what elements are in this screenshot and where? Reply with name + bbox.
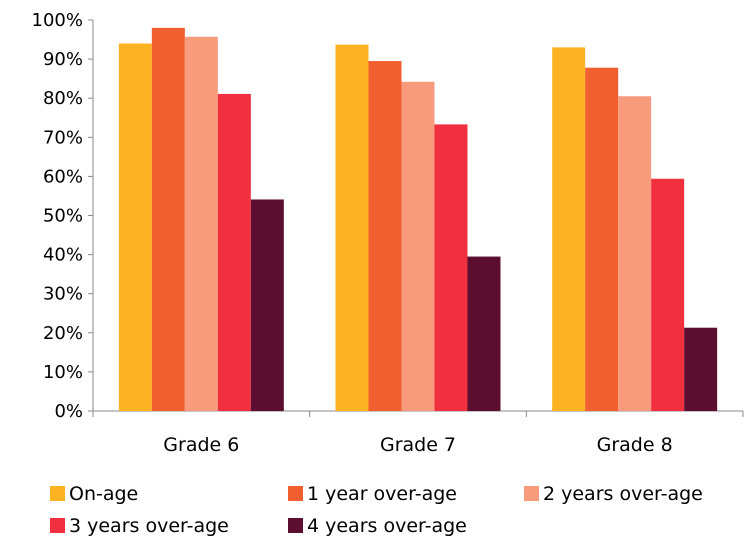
legend-swatch [288,518,303,533]
y-tick-label: 70% [43,127,83,148]
legend-swatch [288,486,303,501]
bar [651,178,685,411]
legend-label: 2 years over-age [543,483,703,505]
y-tick-label: 60% [43,166,83,187]
y-tick-label: 20% [43,323,83,344]
bar [585,67,619,412]
legend-swatch [524,486,539,501]
bar [335,44,369,412]
legend-label: 3 years over-age [69,515,229,537]
y-axis-ticks: 0% 10% 20% 30% 40% 50% 60% 70% 80% 90% 100% Grade 6… [32,10,744,456]
bar [250,199,284,411]
legend-swatch [50,518,65,533]
y-tick-label: 80% [43,88,83,109]
y-tick-label: 0% [54,401,83,422]
bar [151,27,185,411]
y-tick-label: 10% [43,362,83,383]
bar [217,93,251,412]
bar [618,96,652,412]
bars [118,27,718,412]
bar [467,256,501,411]
legend-label: 4 years over-age [307,515,467,537]
legend: On-age 1 year over-age 2 years over-age 3 y… [50,483,703,537]
bar [434,124,468,411]
bar [118,43,152,412]
legend-label: 1 year over-age [307,483,457,505]
bar [401,81,435,411]
y-tick-label: 100% [32,10,83,31]
y-tick-label: 90% [43,49,83,70]
bar [552,47,586,412]
x-category-label: Grade 8 [597,434,673,456]
x-category-label: Grade 7 [380,434,456,456]
bar [184,36,218,412]
legend-swatch [50,486,65,501]
y-tick-label: 50% [43,206,83,227]
bar [368,61,402,412]
legend-label: On-age [69,483,138,505]
y-tick-label: 30% [43,284,83,305]
y-tick-label: 40% [43,245,83,266]
bar [684,327,718,411]
x-category-label: Grade 6 [163,434,239,456]
